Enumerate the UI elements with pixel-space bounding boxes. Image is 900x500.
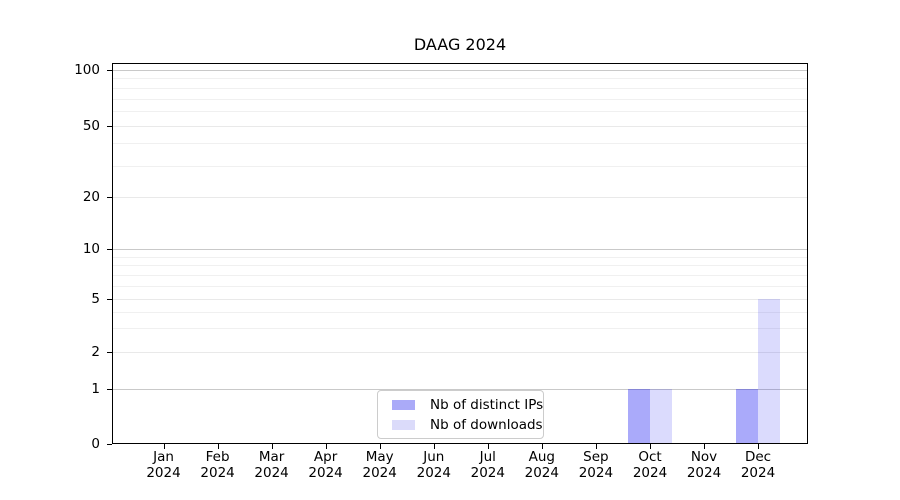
x-tick-label-may: May 2024: [362, 449, 397, 481]
bar-downloads-oct: [650, 389, 672, 444]
gridline-y-30: [112, 165, 808, 167]
bar-distinct-ips-dec: [736, 389, 758, 444]
x-tick-mark-dec: [758, 444, 759, 449]
x-tick-label-jan: Jan 2024: [146, 449, 181, 481]
y-tick-label-5: 5: [91, 290, 100, 307]
gridline-y-2: [112, 351, 808, 353]
x-tick-label-aug: Aug 2024: [524, 449, 559, 481]
gridline-y-1: [112, 389, 808, 391]
bar-distinct-ips-oct: [628, 389, 650, 444]
gridline-y-8: [112, 265, 808, 266]
gridline-y-50: [112, 125, 808, 127]
x-tick-label-apr: Apr 2024: [308, 449, 343, 481]
y-tick-label-1: 1: [91, 381, 100, 398]
x-tick-mark-aug: [541, 444, 543, 449]
gridline-y-70: [112, 98, 808, 100]
y-tick-mark-50: [107, 125, 112, 127]
legend-swatch-distinct-ips: [392, 399, 415, 410]
gridline-y-10: [112, 248, 808, 250]
y-tick-mark-10: [107, 248, 112, 250]
y-tick-mark-100: [107, 69, 112, 71]
x-tick-mark-sep: [595, 444, 597, 449]
legend-swatch-downloads: [392, 419, 415, 430]
y-tick-mark-2: [107, 351, 112, 353]
y-tick-mark-20: [107, 197, 112, 199]
gridline-y-40: [112, 143, 808, 145]
x-tick-mark-jun: [433, 444, 435, 449]
y-tick-label-0: 0: [91, 436, 100, 452]
gridline-y-9: [112, 256, 808, 258]
legend: Nb of distinct IPs Nb of downloads: [377, 390, 544, 439]
gridline-y-80: [112, 87, 808, 89]
bar-downloads-dec: [758, 298, 780, 444]
x-tick-label-mar: Mar 2024: [254, 449, 289, 481]
x-tick-label-jun: Jun 2024: [416, 449, 451, 481]
x-tick-label-sep: Sep 2024: [578, 449, 614, 481]
gridline-y-5: [112, 298, 808, 300]
x-tick-mark-feb: [217, 444, 219, 449]
y-tick-label-100: 100: [74, 61, 100, 78]
plot-area: [112, 63, 808, 444]
x-tick-mark-jul: [487, 444, 489, 449]
x-tick-mark-apr: [325, 444, 327, 449]
y-tick-label-2: 2: [91, 343, 100, 360]
y-tick-label-50: 50: [82, 117, 100, 134]
x-tick-label-oct: Oct 2024: [632, 449, 668, 481]
plot-border: [112, 63, 808, 444]
gridline-y-6: [112, 285, 808, 287]
gridline-y-60: [112, 111, 808, 113]
x-tick-mark-nov: [704, 444, 705, 449]
y-tick-label-10: 10: [82, 240, 100, 257]
gridline-y-100: [112, 69, 808, 71]
gridline-y-20: [112, 197, 808, 199]
gridline-y-7: [112, 274, 808, 276]
x-tick-label-jul: Jul 2024: [470, 449, 505, 481]
legend-label-distinct-ips: Nb of distinct IPs: [430, 396, 544, 413]
y-tick-mark-1: [107, 389, 112, 391]
legend-row-distinct-ips: Nb of distinct IPs: [386, 397, 543, 413]
gridline-y-90: [112, 78, 808, 80]
x-tick-label-dec: Dec 2024: [740, 449, 776, 481]
x-tick-mark-may: [379, 444, 381, 449]
x-tick-mark-mar: [271, 444, 273, 449]
x-tick-label-feb: Feb 2024: [200, 449, 235, 481]
legend-row-downloads: Nb of downloads: [386, 417, 543, 433]
legend-label-downloads: Nb of downloads: [430, 416, 543, 433]
x-tick-label-nov: Nov 2024: [686, 449, 722, 481]
chart-title: DAAG 2024: [413, 35, 507, 54]
gridline-y-4: [112, 311, 808, 313]
x-tick-mark-jan: [163, 444, 165, 449]
y-tick-label-20: 20: [82, 189, 100, 206]
gridline-y-3: [112, 328, 808, 330]
y-tick-mark-0: [107, 444, 112, 445]
x-tick-mark-oct: [650, 444, 651, 449]
y-tick-mark-5: [107, 298, 112, 300]
